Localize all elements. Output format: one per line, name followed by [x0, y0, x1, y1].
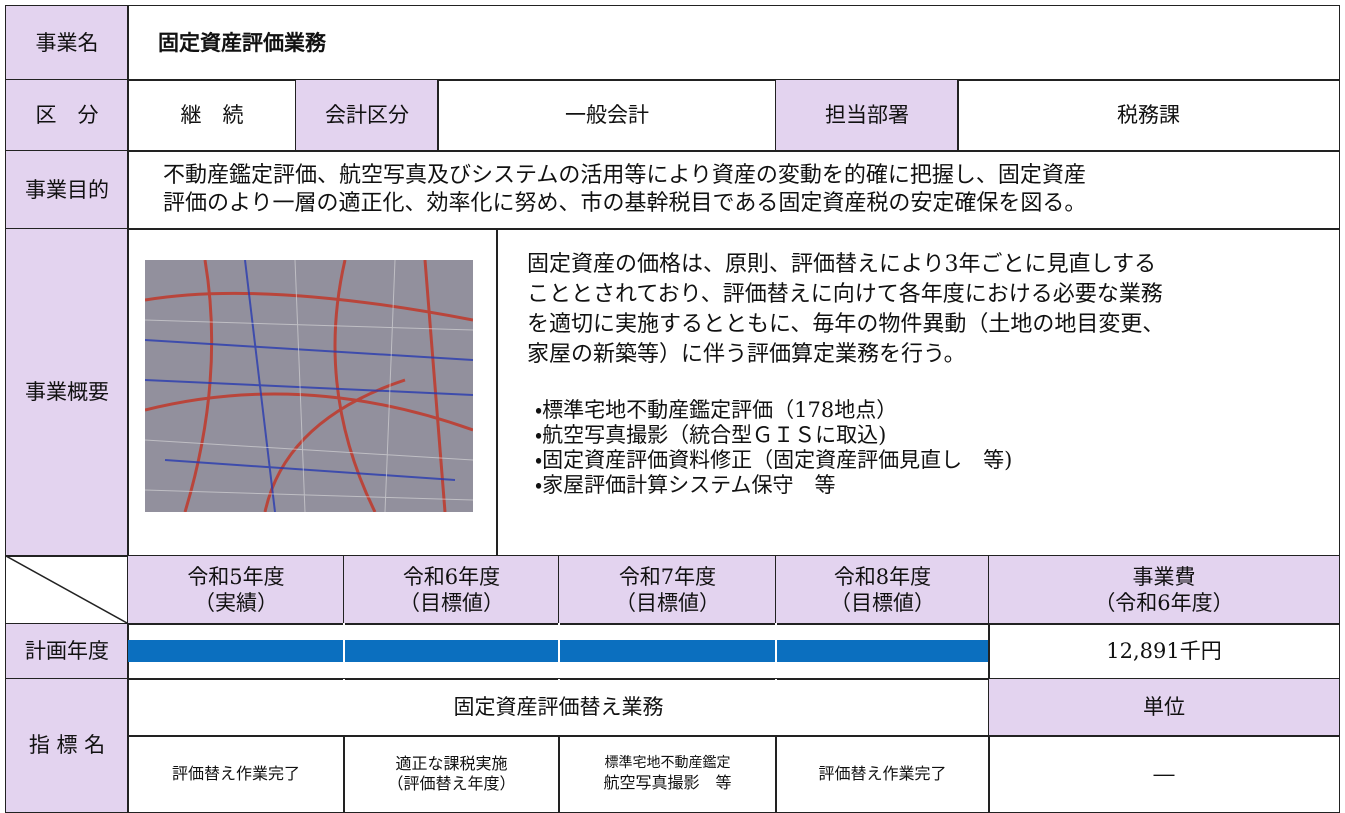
year-cell: 令和8年度 （目標値）: [775, 555, 990, 625]
note: （令和6年度）: [1094, 591, 1234, 615]
target: （評価替え年度）: [387, 774, 516, 793]
year: 令和6年度: [402, 564, 501, 589]
indicator-name: 固定資産評価替え業務: [453, 695, 664, 720]
text-line: を適切に実施するとともに、毎年の物件異動（土地の地目変更、: [527, 312, 1165, 337]
year: 令和7年度: [618, 564, 717, 589]
target-cell: 標準宅地不動産鑑定 航空写真撮影 等: [558, 735, 777, 813]
band-divider: [558, 623, 560, 680]
label: 計画年度: [25, 639, 109, 664]
description: 固定資産の価格は、原則、評価替えにより3年ごとに見直しする こととされており、評…: [527, 250, 1164, 370]
list-item: ・標準宅地不動産鑑定評価（178地点）: [535, 398, 898, 422]
text-line: 評価のより一層の適正化、効率化に努め、市の基幹税目である固定資産税の安定確保を図…: [163, 191, 1087, 216]
title-cell: 固定資産評価業務: [127, 5, 1340, 81]
item-list: ・標準宅地不動産鑑定評価（178地点） ・航空写真撮影（統合型ＧＩＳに取込) ・…: [535, 398, 1012, 498]
label: 事業名: [35, 30, 99, 55]
cost-cell: 12,891千円: [988, 623, 1340, 680]
year-cell: 令和6年度 （目標値）: [343, 555, 560, 625]
label-cell: 事業目的: [5, 150, 129, 230]
label-cell: 事業名: [5, 5, 129, 81]
note: （目標値）: [830, 591, 935, 615]
unit: ―: [1153, 761, 1175, 786]
list-item: ・固定資産評価資料修正（固定資産評価見直し 等): [535, 448, 1013, 472]
label: 担当部署: [825, 103, 909, 128]
text-line: こととされており、評価替えに向けて各年度における必要な業務: [527, 282, 1163, 307]
target: 評価替え作業完了: [171, 764, 300, 783]
diagonal: [6, 556, 127, 623]
target: 適正な課税実施: [395, 754, 508, 773]
value: 一般会計: [565, 103, 649, 128]
value: 継 続: [180, 103, 244, 128]
year: 令和8年度: [833, 564, 932, 589]
divider: [496, 228, 498, 557]
label-cell: 事業概要: [5, 228, 129, 557]
target: 評価替え作業完了: [818, 764, 947, 783]
label: 指 標 名: [28, 733, 106, 758]
unit-cell: ―: [988, 735, 1340, 813]
cost-title: 事業費: [1132, 564, 1196, 589]
value-cell: 税務課: [957, 79, 1340, 152]
label-cell: 担当部署: [775, 79, 959, 152]
year-cell: 令和5年度 （実績）: [127, 555, 345, 625]
target: 航空写真撮影 等: [603, 772, 732, 792]
unit-label-cell: 単位: [988, 678, 1340, 737]
unit-label: 単位: [1143, 695, 1185, 720]
label: 会計区分: [325, 103, 409, 128]
cost-header-cell: 事業費 （令和6年度）: [988, 555, 1340, 625]
note: （実績）: [194, 591, 278, 615]
note: （目標値）: [615, 591, 720, 615]
label: 事業目的: [25, 177, 109, 202]
year: 令和5年度: [187, 564, 285, 589]
label: 区 分: [35, 103, 99, 128]
label-cell: 計画年度: [5, 623, 129, 680]
note: （目標値）: [399, 591, 504, 615]
target-cell: 評価替え作業完了: [775, 735, 990, 813]
value-cell: 継 続: [127, 79, 297, 152]
text-line: 家屋の新築等）に伴う評価算定業務を行う。: [527, 342, 966, 367]
value: 税務課: [1117, 103, 1180, 128]
list-item: ・航空写真撮影（統合型ＧＩＳに取込): [535, 423, 887, 447]
text-line: 不動産鑑定評価、航空写真及びシステムの活用等により資産の変動を的確に把握し、固定…: [163, 163, 1086, 188]
indicator-name-cell: 固定資産評価替え業務: [127, 678, 990, 737]
text-line: 固定資産の価格は、原則、評価替えにより3年ごとに見直しする: [527, 252, 1157, 277]
corner-cell: [5, 555, 129, 625]
year-cell: 令和7年度 （目標値）: [558, 555, 777, 625]
cost: 12,891千円: [1106, 639, 1222, 664]
map-photo: [145, 260, 473, 512]
label-cell: 会計区分: [295, 79, 439, 152]
purpose-cell: 不動産鑑定評価、航空写真及びシステムの活用等により資産の変動を的確に把握し、固定…: [127, 150, 1340, 230]
target-cell: 適正な課税実施 （評価替え年度）: [343, 735, 560, 813]
list-item: ・家屋評価計算システム保守 等: [535, 473, 836, 497]
label: 事業概要: [25, 380, 109, 405]
band-divider: [775, 623, 777, 680]
value-cell: 一般会計: [437, 79, 777, 152]
title: 固定資産評価業務: [158, 30, 326, 55]
target-cell: 評価替え作業完了: [127, 735, 345, 813]
target: 標準宅地不動産鑑定: [604, 755, 731, 772]
label-cell: 指 標 名: [5, 678, 129, 813]
band-divider: [343, 623, 345, 680]
label-cell: 区 分: [5, 79, 129, 152]
